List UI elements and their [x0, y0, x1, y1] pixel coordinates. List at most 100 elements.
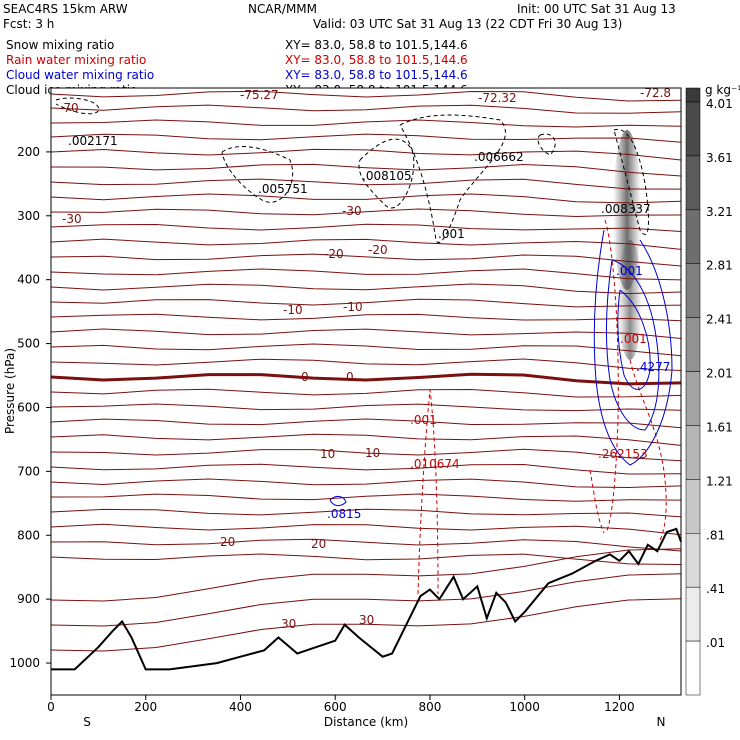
- y-tick-label: 400: [17, 273, 40, 287]
- snow-contours: [55, 97, 649, 243]
- isotherm: [50, 104, 682, 114]
- cloud-water-contour: [617, 289, 651, 390]
- colorbar-level-label: 1.21: [706, 474, 733, 488]
- terrain-line: [51, 527, 682, 671]
- snow-contour: [613, 128, 649, 235]
- temperature-label: -30: [342, 204, 362, 218]
- colorbar-swatch: [685, 479, 701, 534]
- isotherm: [50, 463, 682, 475]
- colorbar-swatch: [685, 263, 701, 318]
- isotherm: [50, 573, 682, 627]
- extremum-label: .001: [616, 264, 643, 278]
- plot-area: [51, 88, 681, 695]
- cloud-water-contour: [593, 229, 673, 466]
- isotherm: [50, 598, 682, 652]
- colorbar-level-label: 2.81: [706, 259, 733, 273]
- temperature-label: 10: [365, 446, 380, 460]
- rain-contour: [589, 469, 605, 534]
- isotherm: [50, 133, 682, 143]
- extremum-label: .010674: [410, 457, 460, 471]
- x-tick-label: 1000: [509, 700, 540, 714]
- isotherm: [50, 343, 682, 357]
- colorbar-swatch: [685, 155, 701, 211]
- isotherm: [50, 268, 682, 281]
- field-name-1: Rain water mixing ratio: [6, 53, 146, 67]
- y-tick-label: 700: [17, 464, 40, 478]
- extremum-label: .001: [438, 227, 465, 241]
- cloud-water-contour: [329, 495, 347, 507]
- colorbar-level-label: 2.41: [706, 313, 733, 327]
- colorbar: g kg⁻¹ 4.01 3.61 3.21 2.81 2.41 2.01 1.61 1.21.…: [685, 83, 740, 696]
- field-name-2: Cloud water mixing ratio: [6, 68, 154, 82]
- isotherm: [50, 508, 682, 518]
- x-tick-label: 800: [418, 700, 441, 714]
- temperature-label: 0: [346, 370, 354, 384]
- colorbar-swatch: [685, 101, 701, 157]
- colorbar-level-label: 3.21: [706, 205, 733, 219]
- rain-contours: [417, 219, 667, 595]
- header: SEAC4RS 15km ARW NCAR/MMM Init: 00 UTC S…: [3, 2, 676, 31]
- temperature-label: -10: [283, 303, 303, 317]
- colorbar-unit: g kg⁻¹: [705, 83, 740, 97]
- extremum-label: .001: [410, 413, 437, 427]
- valid-time: Valid: 03 UTC Sat 31 Aug 13 (22 CDT Fri …: [313, 17, 622, 31]
- isotherm: [50, 298, 682, 308]
- y-tick-label: 300: [17, 209, 40, 223]
- y-tick-label: 200: [17, 145, 40, 159]
- temperature-label: 0: [301, 370, 309, 384]
- extremum-label: .0815: [327, 507, 361, 521]
- cloud-water-contours: [329, 229, 673, 507]
- extremum-label: .4277: [636, 360, 670, 374]
- colorbar-level-label: 1.61: [706, 420, 733, 434]
- x-tick-label: 1200: [604, 700, 635, 714]
- colorbar-swatch: [685, 533, 701, 588]
- isotherm: [50, 283, 682, 295]
- isotherm: [50, 418, 682, 429]
- temperature-label: -72.32: [478, 91, 517, 105]
- isotherm: [50, 553, 682, 565]
- temperature-label: -20: [368, 243, 388, 257]
- y-tick-label: 600: [17, 400, 40, 414]
- extremum-label: .006662: [474, 150, 524, 164]
- extremum-label: .262153: [598, 447, 648, 461]
- init-time: Init: 00 UTC Sat 31 Aug 13: [517, 2, 676, 16]
- snow-contour: [55, 97, 100, 115]
- colorbar-swatch: [685, 317, 701, 372]
- temperature-label: 10: [320, 447, 335, 461]
- snow-contour: [358, 138, 415, 209]
- isotherm: [50, 493, 682, 502]
- isotherm: [50, 523, 682, 536]
- colorbar-level-label: 2.01: [706, 367, 733, 381]
- y-tick-label: 500: [17, 337, 40, 351]
- isotherm: [50, 448, 682, 462]
- isotherm: [50, 148, 682, 161]
- temperature-label: 30: [281, 617, 296, 631]
- endpoint-label-south: S: [83, 715, 91, 729]
- colorbar-swatch: [685, 371, 701, 426]
- x-axis-label: Distance (km): [324, 715, 408, 729]
- temperature-isotherms: [50, 90, 682, 652]
- temperature-label: 30: [359, 613, 374, 627]
- rain-contour: [629, 359, 667, 541]
- isotherm: [50, 223, 682, 232]
- isotherm: [50, 328, 682, 339]
- contour-labels: -70 -75.27 -72.32 -72.8 -30 -30 -20 -20 -10 -10 0 0…: [59, 86, 671, 631]
- axes: Distance (km) Pressure (hPa) S N 0 200 400…: [3, 145, 665, 729]
- extremum-label: .008105: [362, 169, 412, 183]
- field-name-0: Snow mixing ratio: [6, 38, 114, 52]
- temperature-label: -72.8: [640, 86, 671, 100]
- temperature-label: -30: [62, 212, 82, 226]
- field-xy-0: XY= 83.0, 58.8 to 101.5,144.6: [285, 38, 468, 52]
- colorbar-swatch: [685, 209, 701, 264]
- x-tick-label: 0: [47, 700, 55, 714]
- endpoint-label-north: N: [657, 715, 666, 729]
- snow-contour: [399, 114, 506, 243]
- temperature-label: -10: [343, 300, 363, 314]
- temperature-label: -75.27: [240, 88, 279, 102]
- colorbar-top-swatch: [685, 87, 701, 103]
- isotherm: [50, 388, 682, 398]
- temperature-label: 20: [220, 535, 235, 549]
- isotherm: [50, 372, 682, 386]
- institution: NCAR/MMM: [248, 2, 317, 16]
